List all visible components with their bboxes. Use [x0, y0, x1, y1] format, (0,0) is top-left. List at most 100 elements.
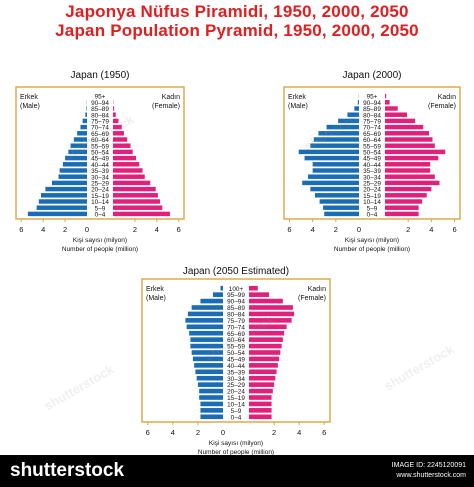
- male-bar: [65, 155, 87, 161]
- female-bar: [385, 118, 416, 124]
- age-group-label: 100+: [229, 286, 244, 293]
- age-group-label: 5–9: [231, 408, 242, 415]
- male-bar: [70, 143, 87, 148]
- male-bar: [312, 162, 359, 167]
- age-group-label: 5–9: [367, 205, 378, 212]
- female-bar: [385, 100, 390, 105]
- x-tick-label: 0: [221, 428, 225, 437]
- female-label-en: (Female): [298, 295, 326, 302]
- female-bar: [385, 211, 419, 217]
- female-bar: [113, 211, 170, 217]
- male-bar: [190, 343, 223, 349]
- female-bar: [385, 199, 423, 204]
- female-bar: [385, 205, 419, 210]
- age-group-label: 40–44: [91, 162, 109, 169]
- age-group-label: 85–89: [91, 106, 109, 113]
- x-tick-label: 2: [334, 225, 338, 234]
- female-bar: [249, 395, 272, 400]
- age-group-label: 20–24: [227, 389, 245, 396]
- female-bar: [249, 337, 283, 342]
- female-bar: [249, 343, 282, 349]
- watermark-text: shutterstock: [41, 361, 117, 414]
- x-tick-label: 2: [272, 428, 276, 437]
- female-bar: [113, 124, 122, 130]
- male-bar: [190, 337, 223, 342]
- female-bar: [385, 106, 398, 111]
- x-tick-label: 6: [19, 225, 23, 234]
- male-bar: [200, 414, 223, 420]
- main-title-english: Japan Population Pyramid, 1950, 2000, 20…: [55, 21, 419, 40]
- female-bar: [385, 137, 433, 142]
- x-tick-label: 4: [171, 428, 175, 437]
- age-group-label: 65–69: [91, 131, 109, 138]
- age-group-label: 15–19: [363, 193, 381, 200]
- age-group-label: 0–4: [367, 212, 378, 219]
- male-bar: [191, 350, 223, 355]
- x-tick-label: 2: [133, 225, 137, 234]
- male-label: Erkek: [146, 286, 164, 293]
- age-group-label: 10–14: [91, 199, 109, 206]
- age-group-label: 50–54: [91, 150, 109, 157]
- male-bar: [59, 168, 87, 173]
- male-bar: [197, 382, 223, 387]
- x-tick-label: 4: [155, 225, 159, 234]
- female-bar: [249, 330, 285, 336]
- female-bar: [113, 155, 136, 161]
- x-axis-label-tr: Kişi sayısı (milyon): [209, 440, 263, 447]
- male-bar: [200, 408, 223, 413]
- female-bar: [113, 168, 143, 173]
- age-group-label: 10–14: [227, 402, 245, 409]
- male-bar: [298, 149, 359, 155]
- x-tick-label: 4: [429, 225, 433, 234]
- male-bar: [62, 162, 87, 167]
- age-group-label: 30–34: [227, 376, 245, 383]
- age-group-label: 50–54: [363, 150, 381, 157]
- male-bar: [302, 180, 359, 186]
- brand-logo: shutterstock: [10, 460, 125, 481]
- male-bar: [200, 401, 223, 407]
- female-bar: [113, 186, 156, 192]
- age-group-label: 25–29: [363, 181, 381, 188]
- male-label-en: (Male): [146, 295, 166, 302]
- x-axis-label-tr: Kişi sayısı (milyon): [345, 237, 399, 244]
- age-group-label: 35–39: [91, 168, 109, 175]
- age-group-label: 25–29: [91, 181, 109, 188]
- male-bar: [186, 324, 223, 330]
- female-bar: [249, 285, 258, 291]
- age-group-label: 95+: [367, 94, 378, 101]
- male-bar: [85, 112, 87, 117]
- age-group-label: 90–94: [363, 100, 381, 107]
- age-group-label: 95+: [95, 94, 106, 101]
- chart-title: Japan (2050 Estimated): [183, 266, 289, 277]
- age-group-label: 70–74: [91, 125, 109, 132]
- male-bar: [354, 106, 359, 111]
- male-bar: [51, 180, 87, 186]
- age-group-label: 5–9: [95, 205, 106, 212]
- female-bar: [113, 112, 116, 117]
- plot-frame: [283, 86, 461, 220]
- plot-frame: [15, 86, 185, 220]
- age-group-label: 30–34: [91, 174, 109, 181]
- male-bar: [185, 318, 223, 323]
- female-label: Kadın: [162, 94, 180, 101]
- female-bar: [249, 298, 283, 304]
- female-bar: [385, 180, 440, 186]
- age-group-label: 50–54: [227, 350, 245, 357]
- female-bar: [249, 350, 281, 355]
- age-group-label: 10–14: [363, 199, 381, 206]
- female-label-en: (Female): [428, 103, 456, 110]
- plot-frame: [141, 278, 331, 423]
- age-group-label: 80–84: [91, 112, 109, 119]
- male-label: Erkek: [288, 94, 306, 101]
- female-bar: [113, 143, 131, 148]
- male-bar: [323, 205, 359, 210]
- male-bar: [77, 131, 87, 136]
- pyramid-chart-2050: Japan (2050 Estimated) Erkek (Male) Kadın (F…: [141, 266, 331, 456]
- male-bar: [195, 369, 223, 375]
- female-label-en: (Female): [152, 103, 180, 110]
- female-bar: [249, 356, 280, 362]
- age-group-label: 65–69: [363, 131, 381, 138]
- x-tick-label: 2: [63, 225, 67, 234]
- male-bar: [347, 112, 359, 117]
- male-bar: [313, 137, 359, 142]
